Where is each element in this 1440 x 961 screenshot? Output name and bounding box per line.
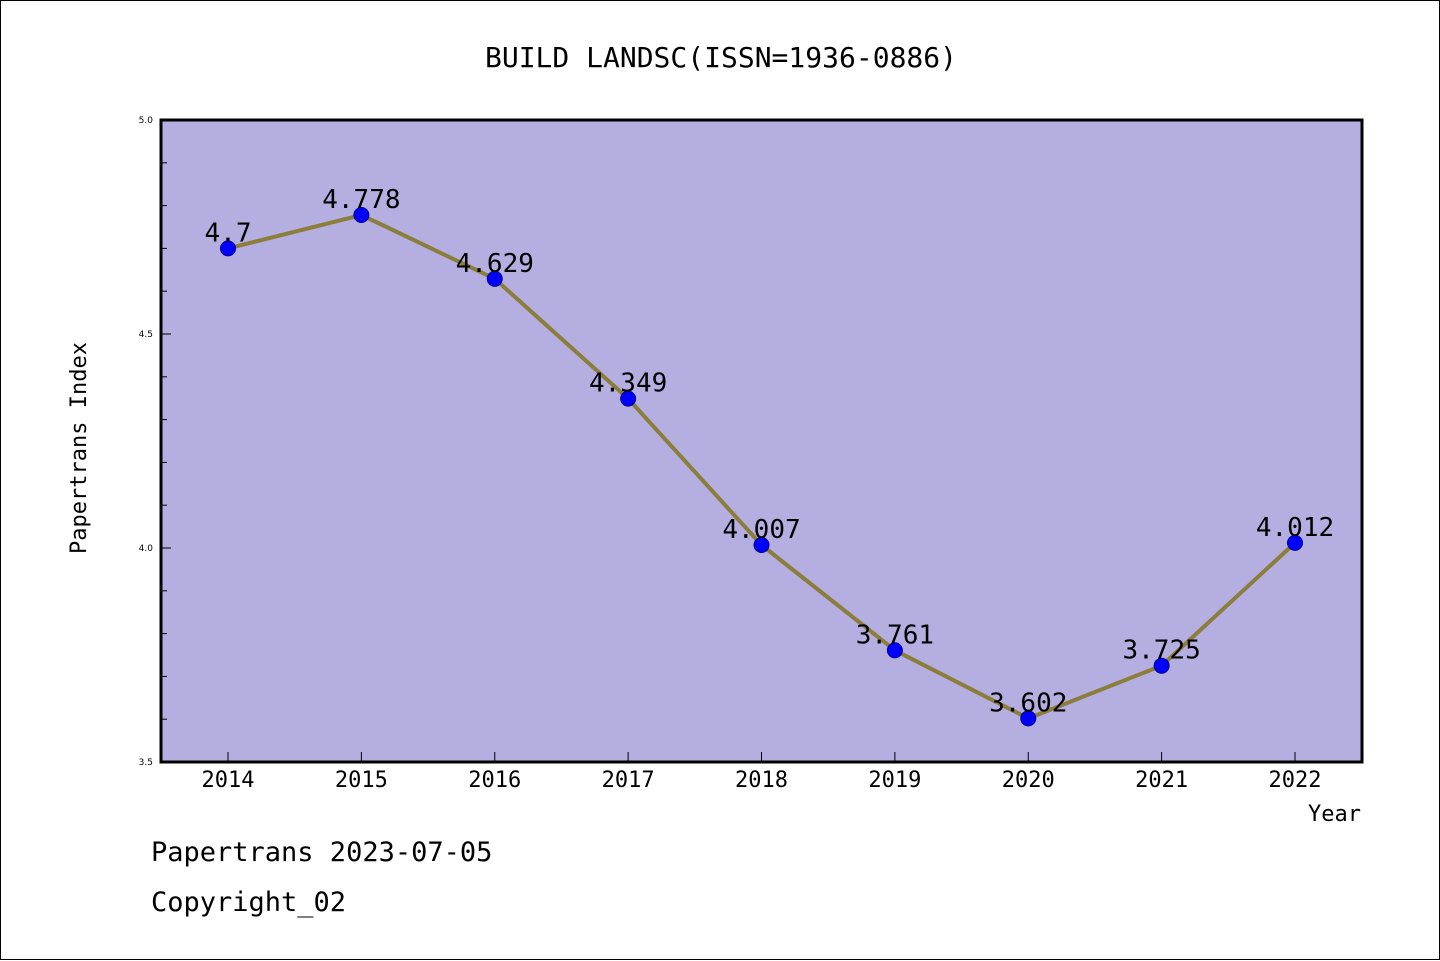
y-tick-label: 5.0	[139, 116, 154, 126]
data-label: 4.007	[722, 515, 800, 545]
data-point	[220, 240, 236, 257]
y-axis-label: Papertrans Index	[67, 342, 92, 554]
series-group	[220, 207, 1303, 727]
data-point	[486, 270, 503, 287]
y-tick-label: 4.0	[139, 544, 154, 554]
data-label: 4.349	[589, 369, 667, 399]
x-tick-label: 2022	[1269, 768, 1322, 793]
data-label: 3.602	[989, 688, 1067, 718]
data-point	[1287, 534, 1303, 551]
x-tick-label: 2017	[602, 768, 655, 793]
data-label: 3.761	[856, 620, 934, 650]
data-label: 4.012	[1256, 513, 1334, 543]
data-point	[1153, 657, 1170, 674]
y-tick-label: 3.5	[139, 758, 153, 768]
x-axis-label: Year	[1308, 802, 1361, 827]
x-axis: 2014 2015 2016 2017 2018 2019 2020 2021 2022	[202, 752, 1322, 793]
data-label: 4.7	[205, 218, 252, 248]
footer-copyright: Copyright_02	[151, 887, 347, 918]
data-point	[620, 390, 637, 407]
data-label: 4.778	[322, 185, 400, 215]
data-labels: 4.7 4.778 4.629 4.349 4.007 3.761 3.602 3.725 4.…	[205, 185, 1335, 718]
data-point	[1020, 710, 1037, 727]
y-axis: 3.5 4.0 4.5 5.0	[139, 116, 171, 768]
x-tick-label: 2019	[868, 768, 921, 793]
x-tick-label: 2020	[1002, 768, 1055, 793]
data-point	[753, 537, 770, 554]
footer-date: Papertrans 2023-07-05	[151, 837, 493, 868]
x-tick-label: 2015	[335, 768, 388, 793]
data-label: 4.629	[456, 249, 534, 279]
x-tick-label: 2016	[468, 768, 521, 793]
data-label: 3.725	[1122, 636, 1200, 666]
chart-title: BUILD LANDSC(ISSN=1936-0886)	[485, 41, 957, 74]
data-point	[353, 207, 370, 224]
plot-area	[159, 118, 1364, 764]
x-tick-label: 2014	[202, 768, 255, 793]
x-tick-label: 2021	[1135, 768, 1188, 793]
x-tick-label: 2018	[735, 768, 788, 793]
data-point	[886, 642, 903, 659]
y-tick-label: 4.5	[139, 330, 153, 340]
